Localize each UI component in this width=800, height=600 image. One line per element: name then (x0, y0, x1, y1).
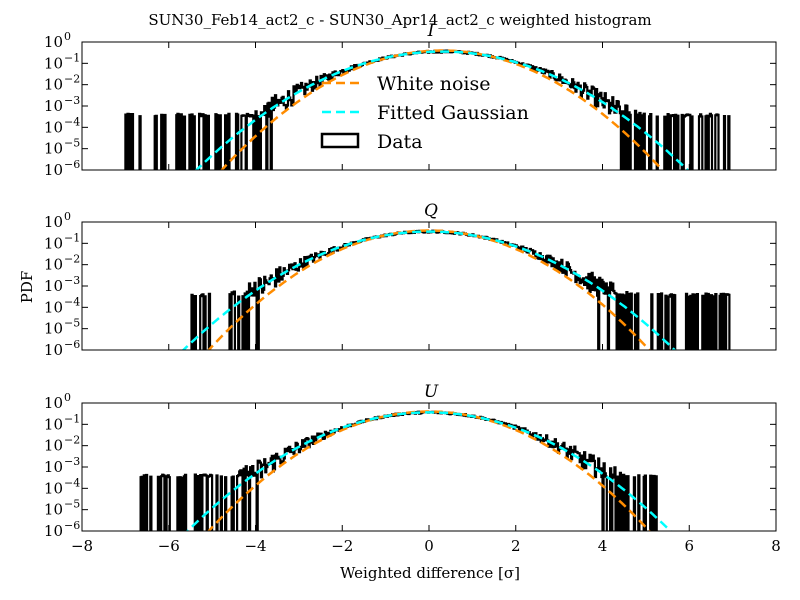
x-ticks (81, 42, 777, 170)
y-tick-exponent: 0 (64, 30, 71, 43)
y-tick-exponent: −5 (64, 317, 80, 330)
figure-suptitle: SUN30_Feb14_act2_c - SUN30_Apr14_act2_c … (148, 11, 651, 29)
legend-label: White noise (377, 73, 491, 95)
x-tick-label: −2 (331, 537, 353, 555)
x-tick-label: 4 (598, 537, 608, 555)
legend-item-fitted-gaussian: Fitted Gaussian (322, 102, 529, 124)
y-tick-label: 10 (44, 54, 63, 72)
y-tick-label: 10 (44, 522, 63, 540)
series-data-histogram (190, 229, 731, 350)
y-tick-label: 10 (44, 320, 63, 338)
y-tick-exponent: −4 (64, 295, 80, 308)
x-tick-label: −6 (158, 537, 180, 555)
series-fitted-gaussian (185, 411, 673, 531)
y-tick-exponent: −5 (64, 498, 80, 511)
x-axis-label: Weighted difference [σ] (340, 564, 520, 582)
series-fitted-gaussian (181, 230, 677, 350)
x-ticks (81, 222, 777, 350)
x-tick-label: −4 (244, 537, 266, 555)
y-tick-exponent: −6 (64, 338, 80, 351)
y-tick-exponent: 0 (64, 391, 71, 404)
legend-swatch (320, 132, 360, 149)
y-tick-exponent: −1 (64, 231, 80, 244)
y-tick-exponent: −3 (64, 455, 80, 468)
legend-label: Data (377, 131, 423, 153)
y-tick-exponent: −4 (64, 476, 80, 489)
y-tick-label: 10 (44, 437, 63, 455)
y-tick-label: 10 (44, 118, 63, 136)
y-tick-label: 10 (44, 415, 63, 433)
legend-item-data: Data (320, 131, 423, 153)
legend: White noise Fitted Gaussian Data (320, 73, 529, 153)
y-tick-exponent: −3 (64, 274, 80, 287)
y-tick-label: 10 (44, 341, 63, 359)
y-tick-label: 10 (44, 140, 63, 158)
y-axis-label: PDF (18, 271, 36, 304)
legend-item-white-noise: White noise (322, 73, 491, 95)
panel-title: I (427, 21, 435, 41)
x-tick-label: 0 (424, 537, 434, 555)
y-tick-exponent: −1 (64, 412, 80, 425)
y-tick-label: 10 (44, 298, 63, 316)
y-tick-exponent: −5 (64, 137, 80, 150)
y-tick-exponent: −2 (64, 253, 80, 266)
y-tick-exponent: −2 (64, 73, 80, 86)
x-tick-label: −8 (71, 537, 93, 555)
series-fitted-gaussian (194, 50, 690, 170)
plot-area (139, 410, 673, 531)
plot-area (124, 49, 731, 170)
x-tick-label: 6 (684, 537, 694, 555)
y-tick-label: 10 (44, 213, 63, 231)
x-tick-label: 2 (511, 537, 521, 555)
y-tick-label: 10 (44, 394, 63, 412)
legend-label: Fitted Gaussian (377, 102, 529, 124)
y-tick-exponent: −6 (64, 158, 80, 171)
y-tick-label: 10 (44, 76, 63, 94)
y-tick-label: 10 (44, 458, 63, 476)
plot-area (181, 229, 731, 350)
y-tick-label: 10 (44, 479, 63, 497)
y-tick-label: 10 (44, 501, 63, 519)
y-tick-exponent: 0 (64, 210, 71, 223)
y-tick-label: 10 (44, 161, 63, 179)
y-tick-label: 10 (44, 33, 63, 51)
y-tick-label: 10 (44, 277, 63, 295)
y-tick-label: 10 (44, 256, 63, 274)
y-tick-exponent: −4 (64, 115, 80, 128)
panel-title: U (424, 382, 439, 402)
x-ticks: −8 −6 −4 −2 0 2 4 6 8 (71, 403, 781, 555)
y-tick-exponent: −1 (64, 51, 80, 64)
y-tick-label: 10 (44, 97, 63, 115)
panel-title: Q (424, 201, 438, 221)
y-tick-exponent: −3 (64, 94, 80, 107)
y-tick-exponent: −6 (64, 519, 80, 532)
x-tick-label: 8 (771, 537, 781, 555)
y-tick-label: 10 (44, 234, 63, 252)
y-tick-exponent: −2 (64, 434, 80, 447)
